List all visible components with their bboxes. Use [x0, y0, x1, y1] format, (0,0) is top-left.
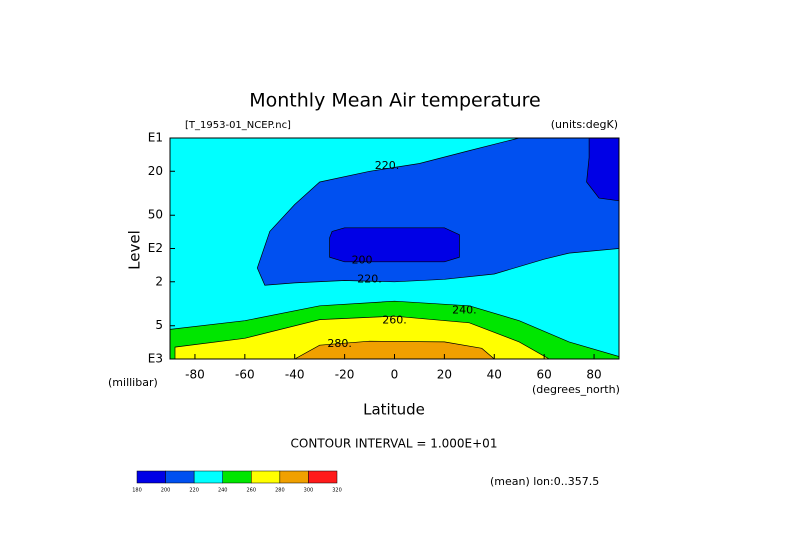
- x-units: (degrees_north): [532, 383, 620, 396]
- x-tick-label: 20: [437, 368, 452, 382]
- x-axis-label: Latitude: [363, 401, 425, 419]
- contour-label: 280.: [327, 337, 352, 350]
- colorbar-box: [279, 470, 309, 484]
- colorbar-label: 240: [218, 488, 228, 494]
- y-tick-label: 2: [155, 274, 163, 288]
- colorbar-box: [308, 470, 338, 484]
- colorbar-box: [165, 470, 195, 484]
- y-axis-label: Level: [126, 230, 144, 270]
- colorbar-box: [222, 470, 252, 484]
- y-tick-label: E2: [148, 241, 163, 255]
- footer: (mean) lon:0..357.5: [490, 475, 599, 488]
- y-tick-label: 5: [155, 318, 163, 332]
- x-tick-label: -40: [285, 368, 305, 382]
- contour-label: 240.: [452, 304, 477, 317]
- contour-label: 220.: [375, 159, 400, 172]
- y-tick-label: 20: [148, 164, 163, 178]
- colorbar-box: [193, 470, 223, 484]
- y-tick-label: E3: [148, 352, 163, 366]
- colorbar-label: 300: [304, 488, 314, 494]
- colorbar-box: [136, 470, 166, 484]
- contour-label: 200: [352, 253, 373, 266]
- contour-band: [586, 138, 619, 202]
- x-tick-label: 40: [487, 368, 502, 382]
- y-tick-label: E1: [148, 131, 163, 145]
- contour-label: 220.: [357, 272, 382, 285]
- units-label: (units:degK): [551, 118, 618, 131]
- colorbar-label: 320: [332, 488, 342, 494]
- colorbar-label: 280: [275, 488, 285, 494]
- contour-band: [329, 227, 460, 263]
- file-label: [T_1953-01_NCEP.nc]: [185, 120, 291, 131]
- x-tick-label: -60: [235, 368, 255, 382]
- x-tick-label: 60: [537, 368, 552, 382]
- plot-area: [170, 138, 619, 359]
- chart-title: Monthly Mean Air temperature: [249, 90, 540, 112]
- contour-label: 260.: [382, 314, 407, 327]
- y-units: (millibar): [108, 376, 158, 389]
- colorbar-label: 200: [161, 488, 171, 494]
- x-tick-label: 0: [391, 368, 399, 382]
- x-tick-label: 80: [586, 368, 601, 382]
- colorbar-box: [251, 470, 281, 484]
- colorbar-label: 180: [132, 488, 142, 494]
- contour-interval: CONTOUR INTERVAL = 1.000E+01: [291, 437, 498, 451]
- y-tick-label: 50: [148, 208, 163, 222]
- x-tick-label: -80: [185, 368, 205, 382]
- colorbar-label: 260: [247, 488, 257, 494]
- colorbar-label: 220: [189, 488, 199, 494]
- x-tick-label: -20: [335, 368, 355, 382]
